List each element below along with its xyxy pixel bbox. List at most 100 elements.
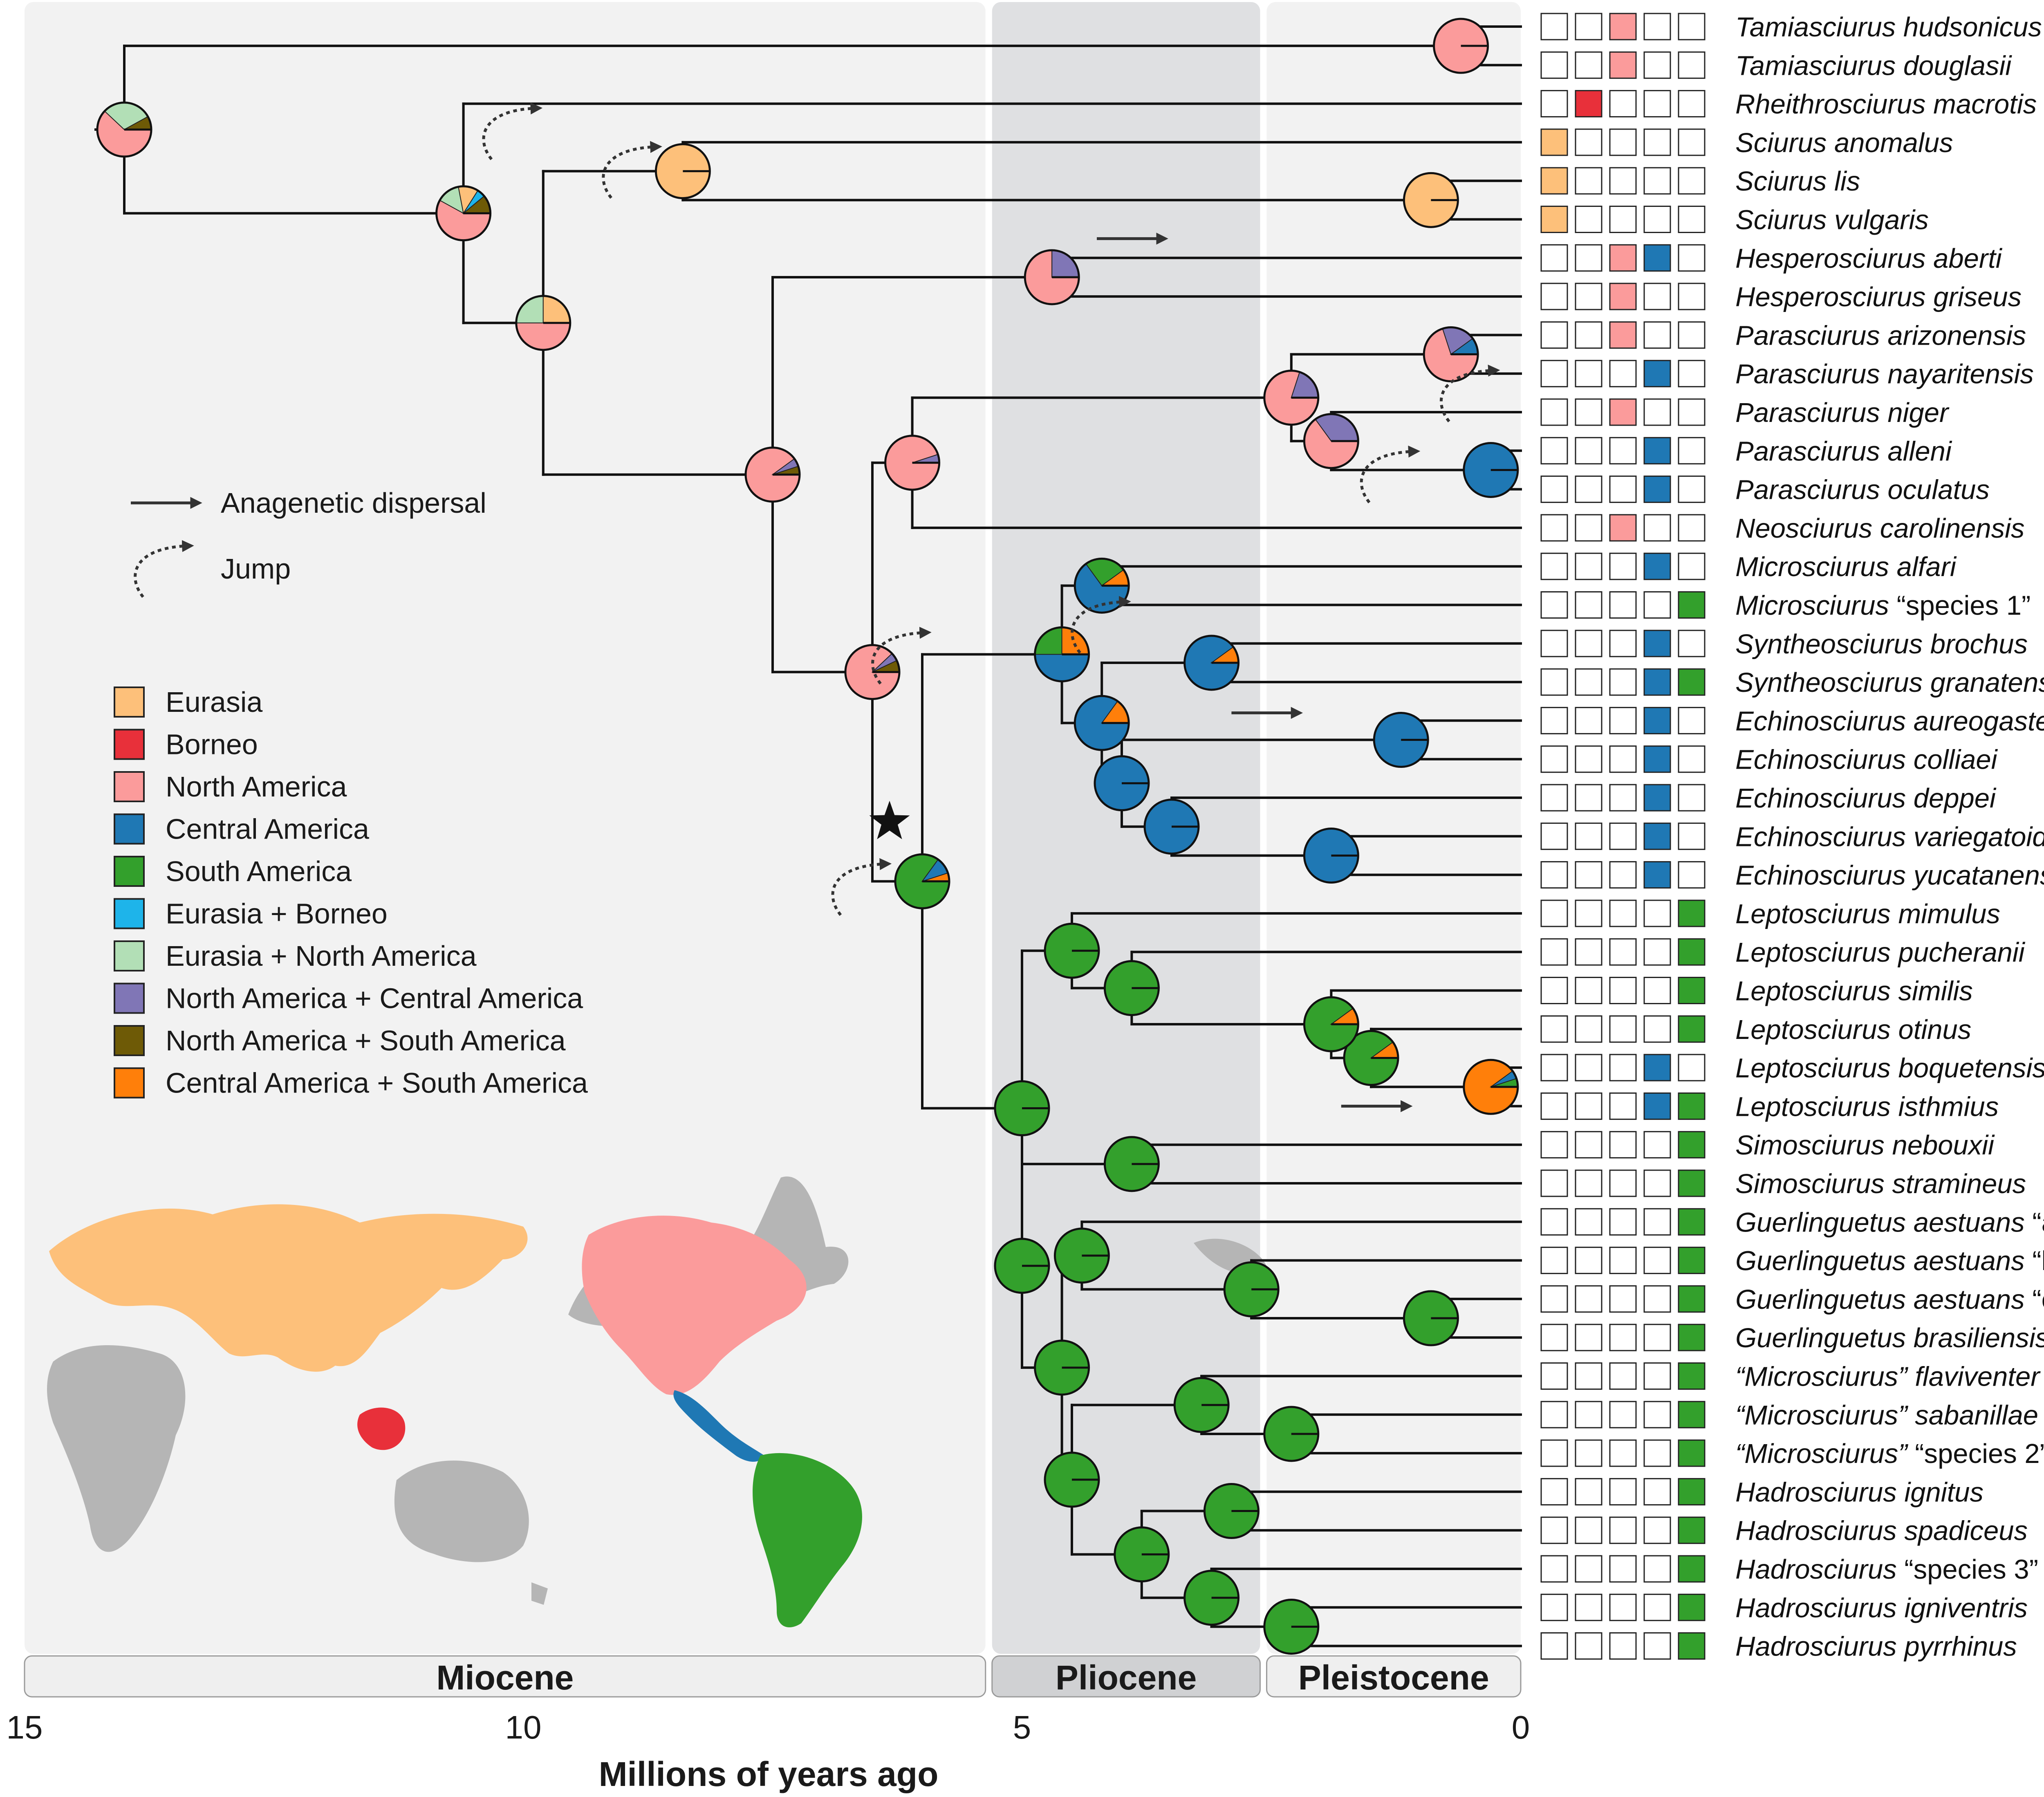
legend-area-label: North America + Central America [166,983,583,1014]
species-epithet: otinus [1898,1014,1972,1045]
area-cell [1678,1632,1706,1660]
species-label: Sciurus lis [1735,166,1860,197]
area-cell [1540,13,1568,40]
area-cell [1609,321,1637,349]
species-label: Microsciurus alfari [1735,552,1957,582]
species-label: Echinosciurus colliaei [1735,745,1998,775]
area-cell [1609,1478,1637,1505]
area-cell [1609,1517,1637,1544]
node-pie [1303,996,1359,1052]
area-cell [1540,514,1568,542]
area-cell [1540,360,1568,388]
species-label: “Microsciurus” flaviventer [1735,1362,2041,1392]
species-label: Leptosciurus mimulus [1735,899,2000,929]
area-cell [1540,630,1568,657]
area-cell [1540,1324,1568,1351]
area-cell [1540,1517,1568,1544]
legend-swatch [114,771,145,802]
legend-area-label: Eurasia + North America [166,940,477,972]
species-label: Parasciurus arizonensis [1735,320,2026,351]
area-cell [1643,1015,1671,1043]
species-genus: Tamiasciurus [1735,50,1903,81]
area-cell [1609,745,1637,773]
area-cell [1643,437,1671,464]
species-genus: Hadrosciurus [1735,1516,1904,1546]
species-genus: Hadrosciurus [1735,1631,1904,1662]
species-genus: Hadrosciurus [1735,1593,1904,1623]
area-cell [1575,244,1602,272]
area-cell [1643,90,1671,118]
area-cell [1609,861,1637,889]
area-cell [1643,630,1671,657]
area-cell [1678,784,1706,812]
species-epithet: brasiliensis [1914,1323,2044,1353]
species-genus: Guerlinguetus [1735,1284,1914,1315]
species-label: Guerlinguetus aestuans “c” [1735,1284,2044,1315]
area-cell [1575,861,1602,889]
area-cell [1540,552,1568,580]
species-genus: Sciurus [1735,166,1834,197]
node-pie [1403,1290,1459,1346]
area-cell [1609,1362,1637,1390]
species-epithet: granatensis [1930,667,2044,698]
area-cell [1540,51,1568,79]
area-cell [1540,1401,1568,1429]
jump-arrow [871,626,932,685]
node-pie [1103,1136,1160,1192]
legend-swatch [114,686,145,718]
area-cell [1540,1169,1568,1197]
species-epithet: niger [1887,397,1950,428]
node-pie [1463,442,1519,498]
area-cell [1575,1285,1602,1313]
area-cell [1609,977,1637,1004]
node-pie [1423,326,1479,383]
area-cell [1643,1362,1671,1390]
species-genus: “Microsciurus” [1735,1400,1915,1431]
area-cell [1575,1324,1602,1351]
species-epithet: aberti [1933,243,2003,274]
node-pie [1024,249,1080,305]
species-label: Sciurus vulgaris [1735,205,1929,236]
area-cell [1678,552,1706,580]
axis-tick-label: 10 [505,1709,542,1745]
node-pie [1463,1059,1519,1115]
area-cell [1678,1285,1706,1313]
node-pie [894,853,950,909]
species-label: Microsciurus “species 1” [1735,590,2031,621]
legend-area-label: North America + South America [166,1025,566,1057]
area-cell [1575,283,1602,310]
species-genus: Hesperosciurus [1735,243,1933,274]
species-genus: Echinosciurus [1735,783,1914,814]
jump-arrow [1071,596,1131,654]
area-cell [1575,1478,1602,1505]
species-epithet: pucheranii [1898,937,2026,968]
species-label: Hadrosciurus ignitus [1735,1477,1983,1508]
species-genus: Echinosciurus [1735,706,1914,736]
area-cell [1609,1054,1637,1081]
species-genus: Guerlinguetus [1735,1323,1914,1353]
node-pie [884,435,941,491]
tip-area-matrix [1540,13,1706,1660]
legend-swatch [114,983,145,1014]
area-cell [1678,1593,1706,1621]
node-pie [1094,755,1150,812]
species-epithet: “species 1” [1897,590,2031,621]
area-cell [1575,822,1602,850]
species-epithet: sabanillae [1915,1400,2038,1431]
area-cell [1609,1439,1637,1467]
area-cell [1609,1401,1637,1429]
species-genus: Leptosciurus [1735,937,1898,968]
area-cell [1643,1478,1671,1505]
species-label: Syntheosciurus brochus [1735,629,2028,660]
area-cell [1643,476,1671,503]
area-cell [1643,1169,1671,1197]
area-cell [1609,13,1637,40]
area-cell [1643,707,1671,734]
node-pie [1074,695,1130,751]
node-pie [1143,799,1200,855]
area-cell [1540,476,1568,503]
area-cell [1643,1632,1671,1660]
area-cell [1540,1247,1568,1274]
borneo-region [357,1407,406,1450]
